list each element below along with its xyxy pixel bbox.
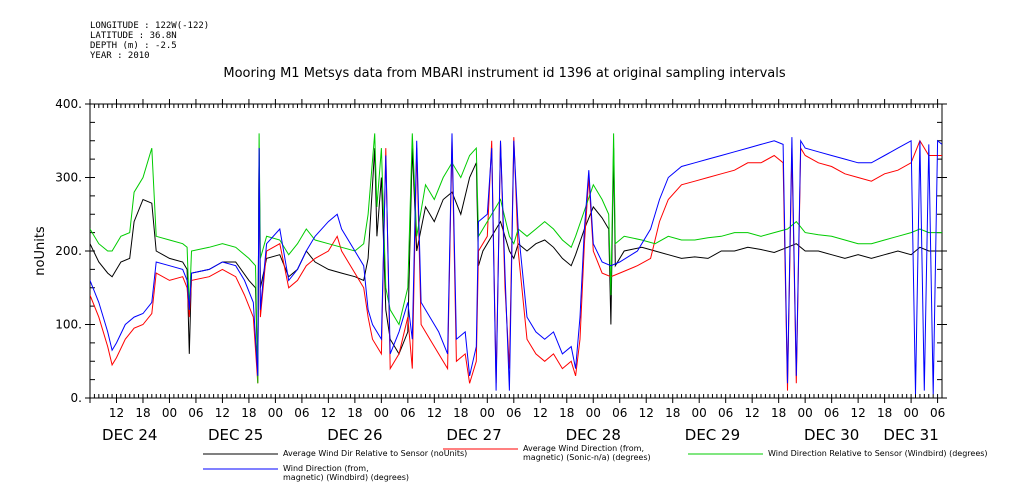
x-hour-label: 00 [162,406,177,420]
x-hour-label: 18 [877,406,892,420]
legend-label-4: Wind Direction (from, [283,464,369,473]
y-tick-label: 100. [55,318,82,332]
y-axis-label: noUnits [33,226,48,276]
y-tick-label: 300. [55,171,82,185]
x-hour-label: 00 [798,406,813,420]
x-day-label: DEC 26 [327,426,382,444]
depth-text: DEPTH (m) : -2.5 [90,41,177,51]
legend-label-2: Average Wind Direction (from, [523,444,644,453]
year-text: YEAR : 2010 [90,51,150,61]
x-day-label: DEC 24 [102,426,157,444]
series-line-4 [90,133,942,395]
x-hour-label: 12 [109,406,124,420]
x-hour-label: 18 [559,406,574,420]
legend-label-3: Wind Direction Relative to Sensor (Windb… [768,449,988,458]
x-hour-label: 06 [506,406,521,420]
x-hour-label: 06 [824,406,839,420]
x-day-label: DEC 28 [566,426,621,444]
y-tick-label: 200. [55,244,82,258]
x-hour-label: 06 [612,406,627,420]
legend-label-1: Average Wind Dir Relative to Sensor (noU… [283,449,467,458]
x-hour-label: 00 [692,406,707,420]
x-hour-label: 00 [480,406,495,420]
x-hour-label: 18 [135,406,150,420]
y-tick-label: 0. [71,391,82,405]
x-hour-label: 06 [294,406,309,420]
x-hour-label: 06 [718,406,733,420]
x-day-label: DEC 25 [208,426,263,444]
x-hour-label: 00 [586,406,601,420]
longitude-text: LONGITUDE : 122W(-122) [90,21,210,31]
x-hour-label: 12 [215,406,230,420]
x-day-label: DEC 27 [446,426,501,444]
metadata-block: LONGITUDE : 122W(-122) LATITUDE : 36.8N … [90,21,209,61]
x-hour-label: 12 [850,406,865,420]
x-day-label: DEC 30 [804,426,859,444]
x-hour-label: 00 [268,406,283,420]
x-day-label: DEC 31 [883,426,938,444]
chart-title: Mooring M1 Metsys data from MBARI instru… [223,66,786,81]
x-hour-label: 12 [427,406,442,420]
latitude-text: LATITUDE : 36.8N [90,31,177,41]
x-hour-label: 06 [400,406,415,420]
x-hour-label: 12 [639,406,654,420]
x-hour-label: 06 [188,406,203,420]
x-hour-label: 00 [374,406,389,420]
x-hour-label: 18 [453,406,468,420]
x-hour-label: 12 [321,406,336,420]
x-hour-label: 18 [665,406,680,420]
series-line-3 [90,133,942,384]
x-hour-label: 18 [771,406,786,420]
x-day-label: DEC 29 [685,426,740,444]
y-tick-label: 400. [55,97,82,111]
x-hour-label: 18 [241,406,256,420]
x-hour-label: 18 [347,406,362,420]
legend-label-4: magnetic) (Windbird) (degrees) [283,473,409,482]
x-hour-label: 06 [930,406,945,420]
x-hour-label: 00 [903,406,918,420]
legend-label-2: magnetic) (Sonic-n/a) (degrees) [523,453,651,462]
x-hour-label: 12 [745,406,760,420]
x-hour-label: 12 [533,406,548,420]
